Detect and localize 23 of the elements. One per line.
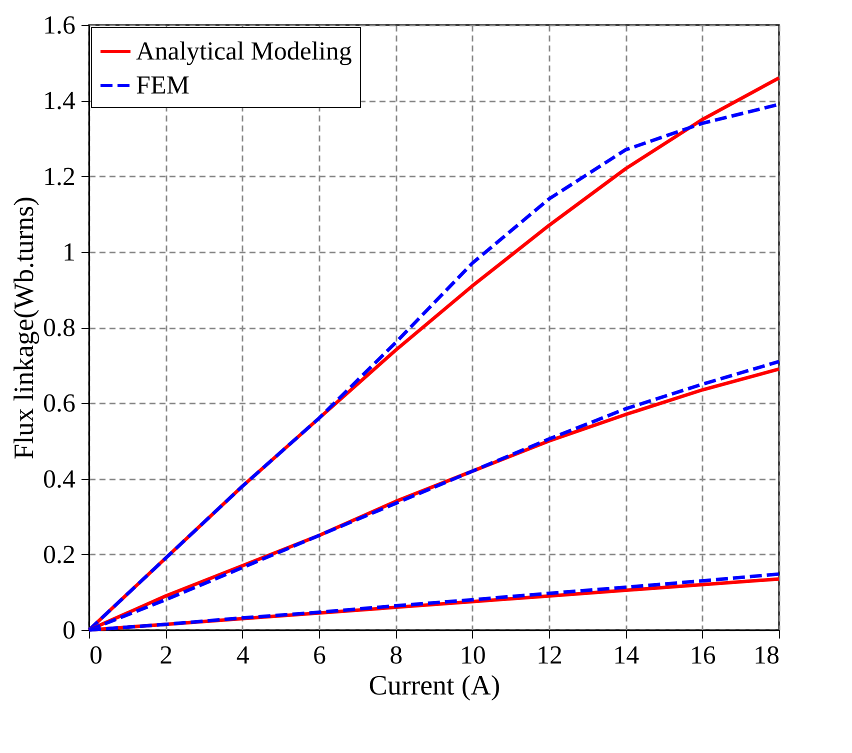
legend-label: FEM bbox=[136, 70, 190, 100]
y-tick-label: 1.6 bbox=[43, 10, 76, 40]
x-tick-label: 16 bbox=[690, 640, 716, 670]
y-axis-title: Flux linkage(Wb.turns) bbox=[9, 196, 40, 460]
x-tick-label: 8 bbox=[390, 640, 403, 670]
y-tick-label: 1.2 bbox=[43, 162, 76, 191]
y-tick-label: 1.4 bbox=[43, 86, 76, 116]
x-tick-label: 10 bbox=[460, 640, 486, 670]
y-tick-label: 0.2 bbox=[43, 540, 76, 569]
y-tick-label: 0 bbox=[62, 616, 76, 644]
y-tick-label: 0.8 bbox=[43, 313, 76, 342]
x-axis-title: Current (A) bbox=[368, 670, 500, 702]
x-tick-label: 0 bbox=[90, 640, 102, 670]
x-tick-label: 18 bbox=[754, 640, 780, 670]
x-tick-label: 14 bbox=[613, 640, 640, 670]
y-tick-label: 1 bbox=[62, 237, 76, 266]
x-tick-label: 4 bbox=[236, 640, 250, 670]
x-tick-label: 6 bbox=[313, 640, 326, 670]
x-tick-label: 12 bbox=[536, 640, 562, 670]
legend-label: Analytical Modeling bbox=[136, 36, 352, 66]
y-tick-label: 0.6 bbox=[43, 388, 76, 418]
x-tick-label: 2 bbox=[160, 640, 173, 670]
y-tick-label: 0.4 bbox=[43, 464, 76, 494]
